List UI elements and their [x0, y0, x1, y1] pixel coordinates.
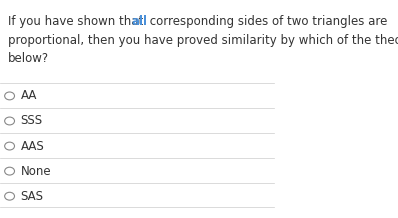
Text: below?: below? [8, 52, 49, 65]
Text: If you have shown that: If you have shown that [8, 15, 147, 28]
Text: None: None [21, 165, 51, 178]
Text: AA: AA [21, 89, 37, 102]
Text: SSS: SSS [21, 114, 43, 128]
Text: all: all [132, 15, 148, 28]
Text: corresponding sides of two triangles are: corresponding sides of two triangles are [146, 15, 387, 28]
Text: AAS: AAS [21, 140, 44, 153]
Text: SAS: SAS [21, 190, 43, 203]
Text: proportional, then you have proved similarity by which of the theorems: proportional, then you have proved simil… [8, 34, 398, 47]
